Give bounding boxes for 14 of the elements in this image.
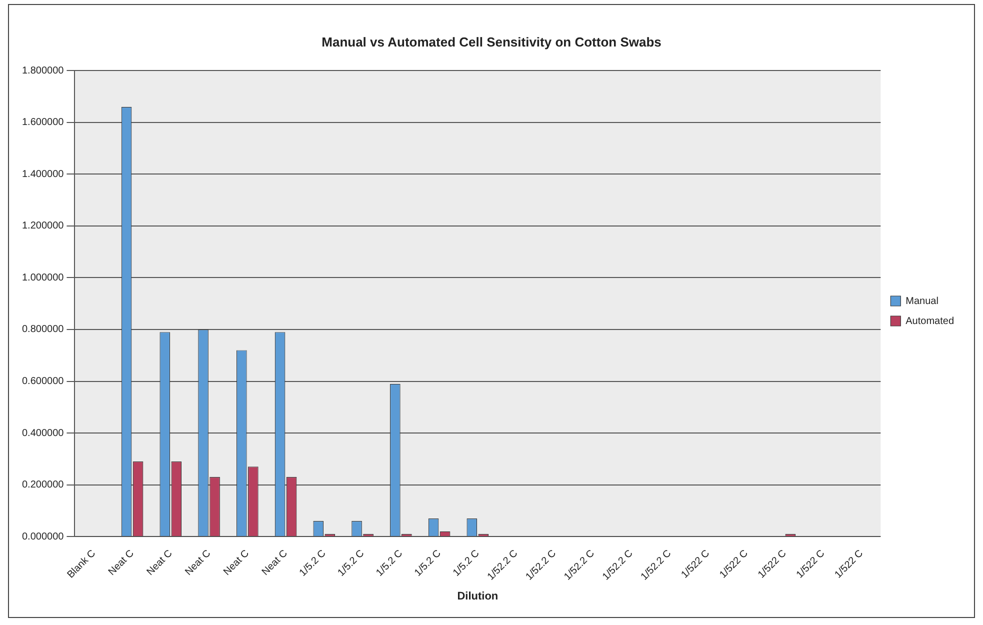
x-axis-title: Dilution: [457, 590, 498, 602]
y-tick-label: 0.400000: [22, 428, 64, 439]
legend-label: Manual: [906, 296, 938, 307]
y-tick-label: 1.200000: [22, 220, 64, 232]
y-tick-label: 1.800000: [22, 65, 64, 76]
chart-title: Manual vs Automated Cell Sensitivity on Cotton Swabs: [322, 34, 662, 50]
y-tick-label: 0.800000: [22, 324, 64, 336]
y-tick-label: 1.000000: [22, 272, 64, 284]
y-tick-label: 1.600000: [22, 117, 64, 128]
y-tick-label: 0.200000: [22, 480, 64, 491]
y-tick-label: 0.600000: [22, 376, 64, 388]
y-tick-label: 1.400000: [22, 168, 64, 180]
legend-label: Automated: [906, 316, 954, 327]
y-tick-label: 0.000000: [22, 531, 64, 542]
